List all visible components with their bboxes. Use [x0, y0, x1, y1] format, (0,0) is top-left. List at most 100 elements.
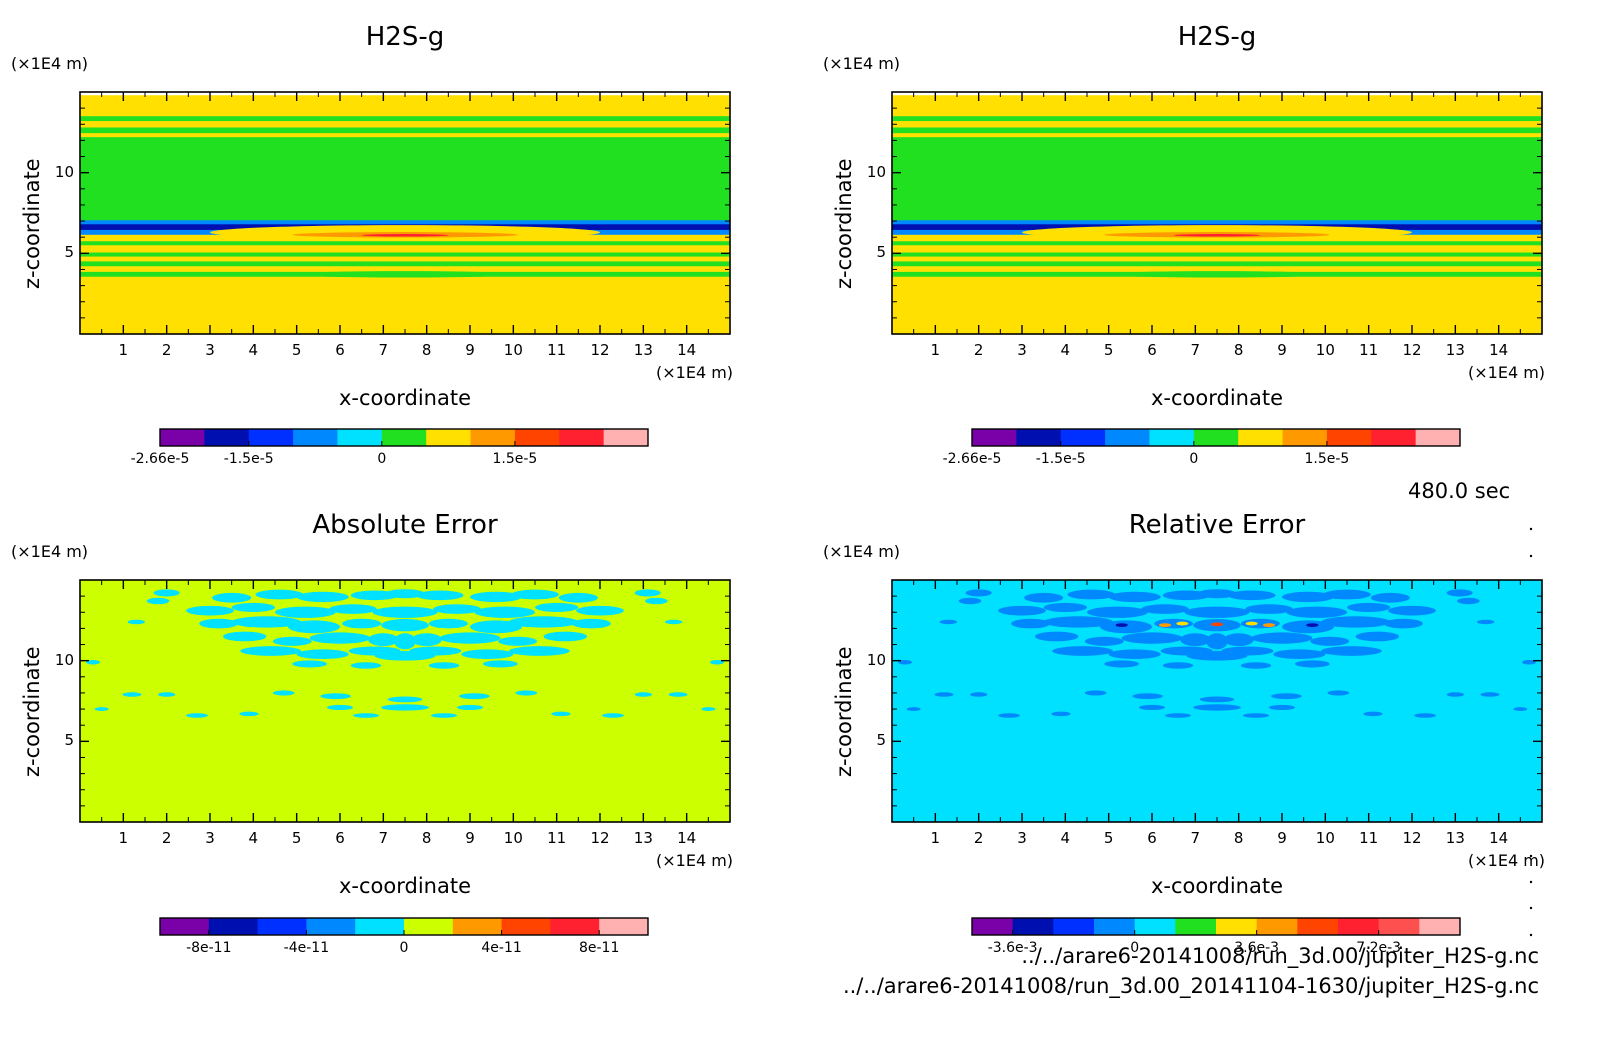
contour-blob	[1245, 604, 1293, 614]
file-path-2: ../../arare6-20141008/run_3d.00_20141104…	[842, 974, 1539, 998]
colorbar-swatch	[306, 918, 356, 935]
contour-band	[80, 261, 730, 267]
colorbar-tick-label: -4e-11	[283, 940, 330, 956]
contour-blob	[240, 646, 301, 656]
x-tick-label: 4	[248, 341, 259, 359]
contour-blob	[350, 662, 382, 669]
contour-blob	[1327, 690, 1350, 696]
x-tick-label: 2	[161, 829, 172, 847]
y-tick-label: 10	[866, 650, 886, 669]
colorbar-swatch	[355, 918, 405, 935]
contour-feature	[1173, 233, 1261, 237]
colorbar-tick-label: 0	[1189, 451, 1199, 467]
x-tick-label: 8	[1233, 341, 1244, 359]
contour-blob	[1457, 597, 1480, 605]
x-tick-label: 8	[421, 341, 432, 359]
contour-blob	[509, 616, 579, 628]
colorbar-swatch	[337, 429, 383, 446]
contour-blob	[998, 713, 1020, 718]
colorbar-swatch	[972, 429, 1017, 446]
x-tick-label: 2	[973, 829, 984, 847]
x-tick-label: 7	[1190, 341, 1201, 359]
contour-band	[892, 276, 1542, 334]
y-unit-label: (×1E4 m)	[11, 54, 89, 73]
contour-blob	[634, 692, 652, 697]
colorbar-tick-label: 0	[377, 451, 387, 467]
contour-blob	[1446, 692, 1465, 697]
contour-band	[80, 95, 730, 117]
contour-blob	[461, 649, 514, 660]
contour-blob	[498, 636, 538, 646]
x-tick-label: 14	[677, 341, 697, 359]
y-axis-label: z-coordinate	[832, 158, 856, 289]
contour-blob	[439, 632, 501, 644]
contour-blob	[288, 620, 340, 634]
panel-top-right	[891, 91, 1543, 447]
contour-blob	[898, 660, 912, 665]
contour-band	[892, 261, 1542, 267]
colorbar-swatch	[1282, 429, 1328, 446]
heatmap-field	[892, 580, 1542, 822]
contour-blob	[470, 620, 522, 634]
colorbar-swatch	[160, 918, 210, 935]
contour-band	[892, 127, 1542, 134]
contour-blob	[1210, 622, 1224, 627]
contour-blob	[1176, 621, 1189, 626]
contour-blob	[998, 605, 1046, 616]
contour-blob	[1383, 618, 1423, 629]
contour-blob	[309, 632, 371, 644]
contour-blob	[1011, 618, 1051, 629]
contour-blob	[255, 589, 304, 600]
x-tick-label: 2	[161, 341, 172, 359]
y-unit-label: (×1E4 m)	[11, 542, 89, 561]
contour-blob	[415, 590, 464, 601]
colorbar-swatch	[470, 429, 516, 446]
x-tick-label: 3	[1017, 829, 1027, 847]
contour-blob	[965, 589, 992, 597]
x-tick-label: 13	[1445, 341, 1465, 359]
colorbar-tick-label: -1.5e-5	[223, 451, 274, 467]
contour-blob	[1480, 692, 1500, 697]
time-label: 480.0 sec	[1408, 479, 1511, 503]
contour-blob	[551, 711, 571, 717]
contour-blob	[385, 589, 425, 599]
colorbar-tick-label: -2.66e-5	[942, 451, 1002, 467]
colorbar-swatch	[1134, 918, 1176, 935]
contour-blob	[1087, 606, 1148, 618]
contour-band	[80, 245, 730, 254]
contour-blob	[1051, 711, 1071, 717]
contour-blob	[1262, 623, 1276, 628]
colorbar-swatch	[1193, 429, 1239, 446]
x-tick-label: 12	[590, 341, 610, 359]
contour-blob	[1245, 621, 1258, 626]
colorbar-tick-label: 0	[399, 940, 409, 956]
x-tick-label: 5	[1103, 341, 1114, 359]
contour-blob	[665, 619, 683, 625]
marker-dot	[1529, 527, 1533, 531]
contour-blob	[353, 713, 379, 718]
colorbar-swatch	[208, 918, 259, 935]
contour-blob	[342, 618, 382, 629]
contour-blob	[381, 619, 429, 632]
contour-blob	[239, 711, 259, 717]
contour-blob	[433, 604, 481, 614]
x-unit-label: (×1E4 m)	[1468, 363, 1546, 382]
colorbar-swatch	[603, 429, 649, 446]
colorbar-swatch	[381, 429, 427, 446]
contour-blob	[94, 707, 109, 712]
contour-blob	[272, 690, 295, 696]
contour-blob	[634, 589, 661, 597]
x-tick-label: 6	[335, 829, 345, 847]
panel-top-left	[79, 91, 731, 447]
contour-blob	[275, 606, 336, 618]
contour-blob	[1162, 662, 1194, 669]
x-tick-label: 1	[118, 341, 129, 359]
colorbar-swatch	[1149, 429, 1195, 446]
x-tick-label: 10	[1315, 829, 1335, 847]
contour-blob	[710, 660, 724, 665]
colorbar-tick-label: 4e-11	[481, 940, 522, 956]
contour-blob	[1310, 636, 1350, 646]
colorbar-swatch	[559, 429, 605, 446]
contour-blob	[1243, 713, 1269, 718]
